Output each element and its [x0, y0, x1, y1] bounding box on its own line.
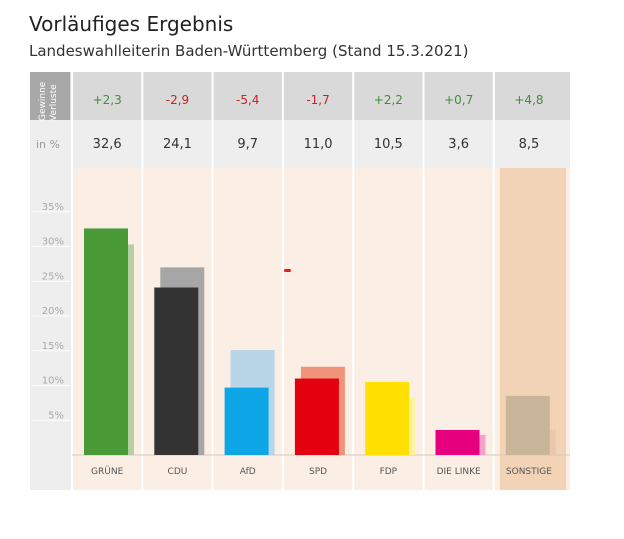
change-value-label: -1,7	[306, 93, 329, 107]
percent-row-background	[30, 120, 570, 168]
page-title: Vorläufiges Ergebnis	[29, 12, 234, 36]
percent-value-label: 10,5	[374, 137, 403, 152]
percent-value-label: 24,1	[163, 137, 192, 152]
category-label: DIE LINKE	[437, 467, 481, 477]
change-value-label: +4,8	[514, 93, 543, 107]
y-tick-label: 10%	[42, 376, 64, 387]
y-tick-label: 20%	[42, 306, 64, 317]
page-subtitle: Landeswahlleiterin Baden-Württemberg (St…	[29, 42, 469, 60]
row-label-percent: in %	[36, 138, 60, 151]
red-marker	[284, 269, 291, 272]
percent-value-label: 8,5	[519, 137, 540, 152]
row-label-losses: Verluste	[49, 84, 59, 121]
bar-current	[84, 228, 128, 455]
change-value-label: +2,3	[93, 93, 122, 107]
change-value-label: -2,9	[166, 93, 189, 107]
y-tick-label: 25%	[42, 271, 64, 282]
bar-current	[435, 429, 480, 455]
category-label: CDU	[168, 467, 188, 477]
category-label: GRÜNE	[91, 466, 124, 477]
category-label: SONSTIGE	[506, 467, 552, 477]
bar-current	[154, 287, 199, 455]
change-row-background	[30, 72, 570, 120]
percent-value-label: 3,6	[448, 137, 469, 152]
category-label: SPD	[309, 467, 327, 477]
bar-current	[365, 382, 410, 455]
change-value-label: +2,2	[374, 93, 403, 107]
percent-value-label: 11,0	[304, 137, 333, 152]
change-value-label: +0,7	[444, 93, 473, 107]
row-label-gains: Gewinne	[38, 81, 48, 121]
y-tick-label: 15%	[42, 341, 64, 352]
category-label: AfD	[240, 467, 256, 477]
bar-current	[505, 395, 550, 455]
percent-value-label: 32,6	[93, 137, 122, 152]
change-row-label-cell	[30, 72, 70, 120]
change-value-label: -5,4	[236, 93, 259, 107]
bar-current	[294, 378, 339, 455]
y-tick-label: 30%	[42, 237, 64, 248]
y-tick-label: 35%	[42, 202, 64, 213]
bar-current	[224, 387, 269, 455]
category-label: FDP	[380, 467, 398, 477]
y-tick-label: 5%	[48, 410, 64, 421]
percent-value-label: 9,7	[237, 137, 258, 152]
